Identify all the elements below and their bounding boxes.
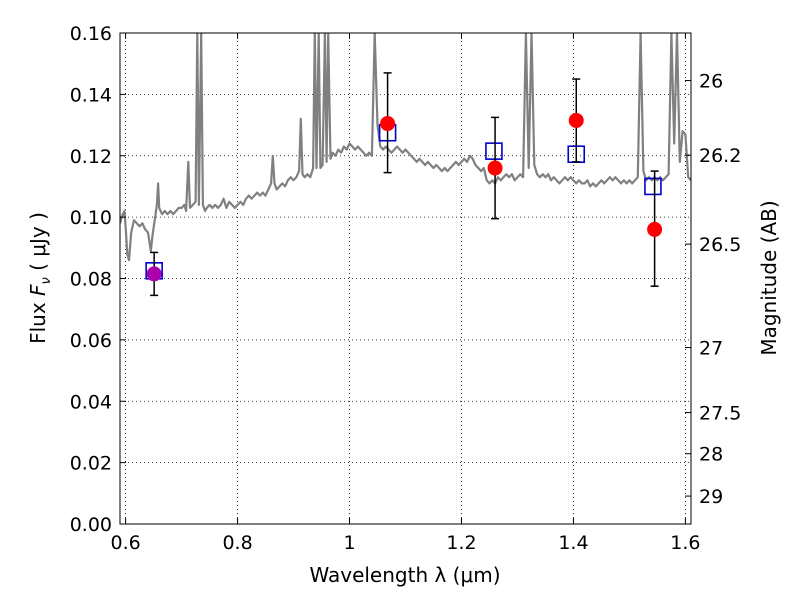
y-tick-labels: 0.00 0.02 0.04 0.06 0.08 0.10 0.12 0.14 0.16 [70,23,112,536]
y2-tick-label: 27 [699,338,723,360]
spectrum-series [120,33,691,262]
x-tick-label: 1.2 [446,532,476,554]
measurement-point [380,116,396,132]
measurement-point [568,112,584,128]
model-square-marker [485,142,503,160]
y2-axis-label: Magnitude (AB) [757,200,781,355]
y-tick-label: 0.16 [70,23,112,45]
measurement-point [647,221,663,237]
x-tick-label: 0.6 [110,532,140,554]
x-tick-label: 1 [343,532,355,554]
x-tick-label: 1.6 [670,532,700,554]
y-tick-label: 0.08 [70,269,112,291]
y2-tick-label: 28 [699,444,723,466]
spectrum-line [120,33,691,262]
y-tick-label: 0.02 [70,453,112,475]
y2-tick-label: 29 [699,486,723,508]
y-tick-label: 0.12 [70,146,112,168]
x-tick-labels: 0.6 0.8 1 1.2 1.4 1.6 [110,532,700,554]
y-axis-label: Flux Fν ( μJy ) [26,212,54,344]
y2-tick-label: 27.5 [699,403,741,425]
measurement-point [146,266,162,282]
x-tick-label: 0.8 [222,532,252,554]
measurement-series [146,72,663,297]
x-axis-label: Wavelength λ (μm) [309,563,500,587]
ticks [120,32,691,525]
y-tick-label: 0.04 [70,391,112,413]
y-tick-label: 0.14 [70,84,112,106]
y-tick-label: 0.06 [70,330,112,352]
y-tick-label: 0.10 [70,207,112,229]
y-tick-label: 0.00 [70,514,112,536]
plot-area [120,33,691,297]
y2-tick-label: 26.2 [699,145,741,167]
y2-tick-label: 26 [699,71,723,93]
measurement-point [487,160,503,176]
model-square-marker [644,177,662,196]
y2-tick-labels: 26 26.2 26.5 27 27.5 28 29 [699,71,741,509]
x-tick-label: 1.4 [558,532,588,554]
y2-tick-label: 26.5 [699,234,741,256]
plot-background [120,33,691,524]
